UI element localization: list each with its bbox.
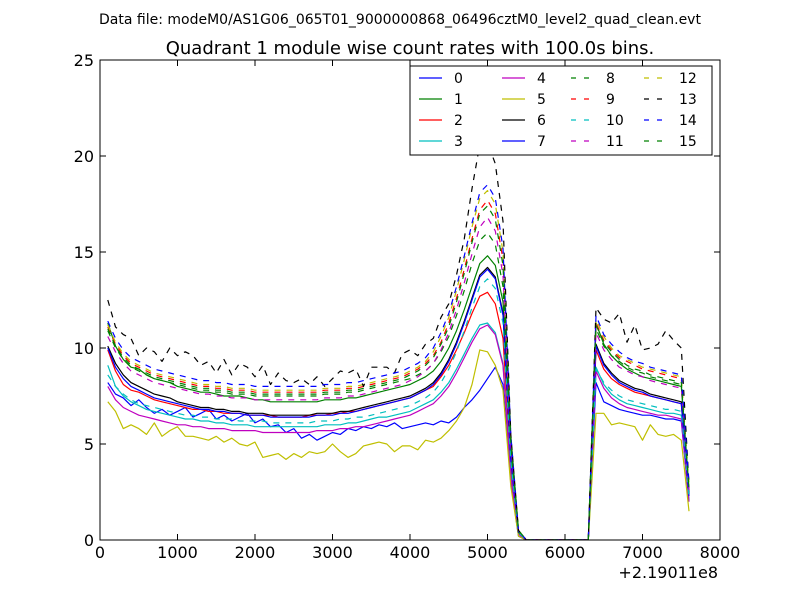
chart-title: Quadrant 1 module wise count rates with …: [166, 38, 655, 59]
y-tick-label: 0: [84, 531, 94, 550]
legend-box: [409, 65, 713, 156]
legend-label-10: 10: [606, 113, 624, 129]
x-tick-label: 4000: [390, 543, 431, 562]
legend-label-1: 1: [454, 92, 463, 108]
series-line-10: [107, 278, 690, 540]
x-tick-label: 2000: [235, 543, 276, 562]
series-line-5: [107, 349, 690, 540]
legend-label-11: 11: [606, 134, 624, 150]
legend-label-7: 7: [537, 134, 546, 150]
x-tick-label: 6000: [545, 543, 586, 562]
x-tick-label: 5000: [467, 543, 508, 562]
legend-label-6: 6: [537, 113, 546, 129]
legend-label-13: 13: [679, 92, 697, 108]
legend-label-4: 4: [537, 71, 546, 87]
figure-suptitle: Data file: modeM0/AS1G06_065T01_90000008…: [99, 12, 701, 28]
x-tick-label: 0: [95, 543, 105, 562]
y-tick-label: 10: [74, 339, 94, 358]
series-line-9: [107, 199, 690, 540]
legend-label-0: 0: [454, 71, 463, 87]
legend-label-5: 5: [537, 92, 546, 108]
x-tick-label: 3000: [312, 543, 353, 562]
y-tick-label: 15: [74, 243, 94, 262]
x-tick-label: 8000: [700, 543, 741, 562]
series-line-8: [107, 232, 690, 540]
ticks-layer: 0 1000 2000 3000 4000 5000 6000 7000 80000510152…: [74, 51, 741, 562]
legend-label-3: 3: [454, 134, 463, 150]
y-tick-label: 5: [84, 435, 94, 454]
legend-label-14: 14: [679, 113, 697, 129]
legend-label-8: 8: [606, 71, 615, 87]
y-tick-label: 25: [74, 51, 94, 70]
legend-label-12: 12: [679, 71, 697, 87]
legend-label-15: 15: [679, 134, 697, 150]
legend-label-2: 2: [454, 113, 463, 129]
x-tick-label: 7000: [622, 543, 663, 562]
x-axis-offset-label: +2.19011e8: [618, 563, 718, 582]
legend-label-9: 9: [606, 92, 615, 108]
series-line-15: [107, 205, 690, 540]
x-tick-label: 1000: [157, 543, 198, 562]
y-tick-label: 20: [74, 147, 94, 166]
series-layer: [107, 142, 690, 540]
